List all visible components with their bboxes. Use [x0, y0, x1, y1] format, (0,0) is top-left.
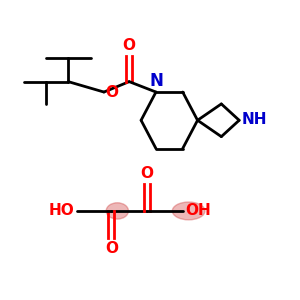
Ellipse shape	[106, 203, 128, 219]
Text: O: O	[105, 241, 118, 256]
Text: NH: NH	[242, 112, 267, 127]
Text: OH: OH	[185, 203, 211, 218]
Ellipse shape	[172, 202, 205, 220]
Text: O: O	[123, 38, 136, 53]
Text: O: O	[105, 85, 119, 100]
Text: HO: HO	[49, 203, 75, 218]
Text: O: O	[140, 166, 154, 181]
Text: N: N	[149, 72, 163, 90]
